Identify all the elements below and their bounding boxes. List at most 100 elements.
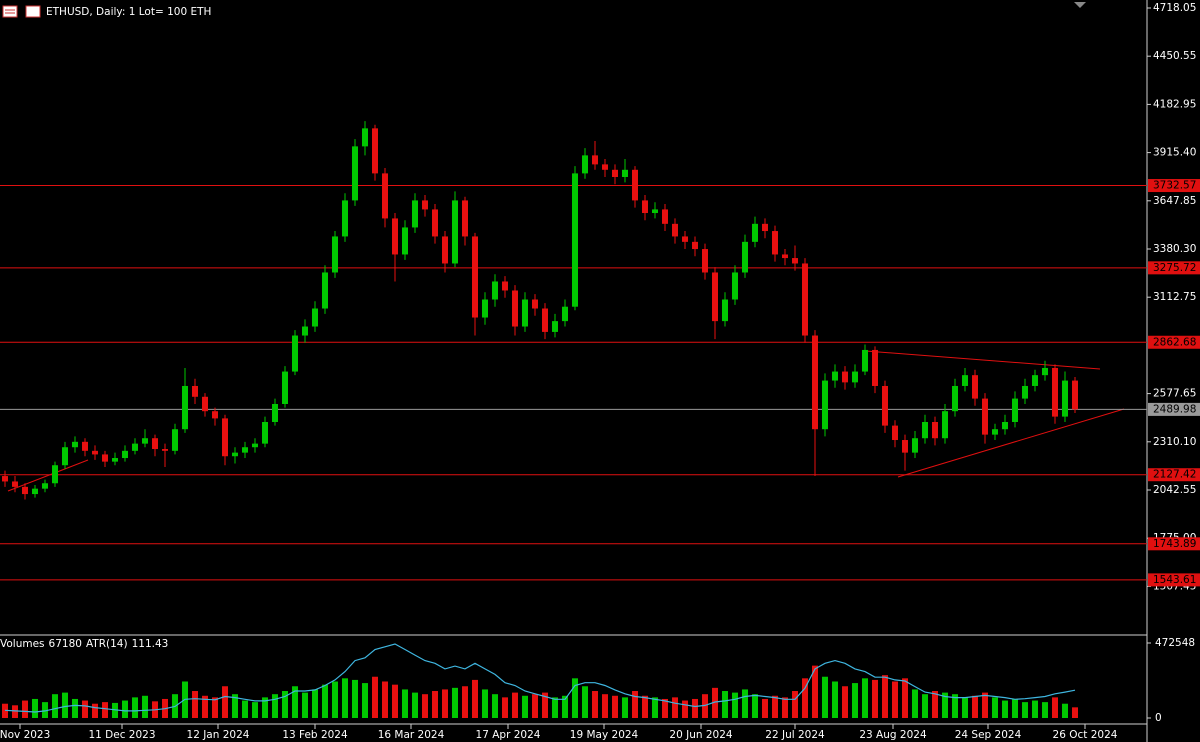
- candle-body: [632, 169, 638, 201]
- volume-bar: [602, 694, 608, 718]
- candle-body: [432, 209, 438, 237]
- volume-pane: [2, 665, 1078, 718]
- candle-body: [612, 169, 618, 177]
- candle-body: [12, 481, 18, 487]
- candle-body: [1032, 375, 1038, 386]
- candle-body: [472, 236, 478, 318]
- volume-bar: [1032, 700, 1038, 718]
- volume-bar: [632, 691, 638, 718]
- volume-bar: [42, 702, 48, 718]
- candle-body: [2, 476, 8, 482]
- candle-body: [1042, 367, 1048, 376]
- volume-bar: [902, 678, 908, 718]
- candle-body: [542, 308, 548, 332]
- volume-bar: [72, 698, 78, 718]
- candle-body: [382, 173, 388, 219]
- candle-body: [532, 299, 538, 309]
- volume-bar: [312, 689, 318, 718]
- candle-body: [872, 349, 878, 386]
- candle-body: [812, 335, 818, 430]
- volume-bar: [112, 702, 118, 718]
- candle-body: [422, 200, 428, 210]
- volume-bar: [652, 697, 658, 718]
- trendline: [897, 408, 1125, 478]
- menu-icon[interactable]: [2, 5, 18, 18]
- candle-body: [22, 486, 28, 495]
- candle-body: [572, 173, 578, 307]
- volume-bar: [452, 687, 458, 718]
- volume-bar: [82, 700, 88, 718]
- candle-body: [452, 200, 458, 264]
- candle-body: [932, 422, 938, 439]
- candle-body: [922, 422, 928, 439]
- volume-bar: [812, 665, 818, 718]
- candle-body: [32, 488, 38, 495]
- volume-bar: [342, 678, 348, 718]
- level-label: 3732.57: [1153, 180, 1196, 192]
- candle-body: [402, 227, 408, 255]
- candle-body: [302, 326, 308, 336]
- candle-body: [202, 396, 208, 412]
- x-tick-label: 17 Apr 2024: [476, 729, 541, 741]
- volume-bar: [672, 697, 678, 718]
- candle-body: [912, 438, 918, 453]
- volume-bar: [612, 695, 618, 718]
- indicator-value: 111.43: [132, 638, 169, 650]
- candle-body: [702, 249, 708, 273]
- candle-body: [162, 449, 168, 451]
- candle-body: [312, 308, 318, 327]
- volume-bar: [982, 692, 988, 718]
- candle-body: [722, 299, 728, 322]
- candle-body: [1012, 398, 1018, 423]
- volume-bar: [292, 686, 298, 718]
- volume-bar: [992, 697, 998, 718]
- volume-bar: [542, 692, 548, 718]
- trendline: [7, 459, 89, 492]
- volume-bar: [852, 683, 858, 718]
- candle-body: [712, 272, 718, 322]
- volume-bar: [862, 678, 868, 718]
- candle-body: [82, 441, 88, 451]
- volume-bar: [412, 692, 418, 718]
- volume-bar: [232, 694, 238, 718]
- y-tick-label: 3647.85: [1153, 195, 1196, 207]
- candle-body: [992, 429, 998, 435]
- candle-body: [1022, 385, 1028, 399]
- y-tick-label: 3380.30: [1153, 243, 1196, 255]
- x-tick-label: 13 Feb 2024: [282, 729, 348, 741]
- volume-bar: [472, 679, 478, 718]
- volume-bar: [762, 698, 768, 718]
- candle-body: [502, 281, 508, 291]
- volume-bar: [712, 687, 718, 718]
- candle-body: [412, 200, 418, 228]
- y-tick-label: 4718.05: [1153, 2, 1196, 14]
- volume-bar: [1022, 702, 1028, 718]
- volume-bar: [192, 691, 198, 718]
- volume-bar: [462, 686, 468, 718]
- trendline: [865, 350, 1101, 370]
- candle-body: [592, 155, 598, 165]
- volume-bar: [212, 697, 218, 718]
- candle-body: [552, 321, 558, 332]
- candle-body: [92, 450, 98, 455]
- atr-line: [4, 643, 1076, 713]
- volume-bar: [322, 684, 328, 718]
- volume-bar: [432, 691, 438, 718]
- candle-body: [372, 128, 378, 174]
- volume-bar: [642, 695, 648, 718]
- volume-bar: [822, 676, 828, 718]
- candle-body: [212, 411, 218, 419]
- volume-bar: [32, 698, 38, 718]
- level-tag: [1148, 402, 1200, 416]
- volume-bar: [622, 697, 628, 718]
- level-tag: [1148, 179, 1200, 193]
- candle-body: [292, 335, 298, 372]
- volume-bar: [1012, 698, 1018, 718]
- chart-icon[interactable]: [25, 5, 41, 18]
- x-tick-label: 9 Nov 2023: [0, 729, 50, 741]
- y-tick-label: 2042.55: [1153, 484, 1196, 496]
- chart-title: ETHUSD, Daily: 1 Lot= 100 ETH: [46, 6, 211, 18]
- candle-body: [832, 371, 838, 381]
- candle-body: [642, 200, 648, 214]
- level-label: 2862.68: [1153, 336, 1196, 348]
